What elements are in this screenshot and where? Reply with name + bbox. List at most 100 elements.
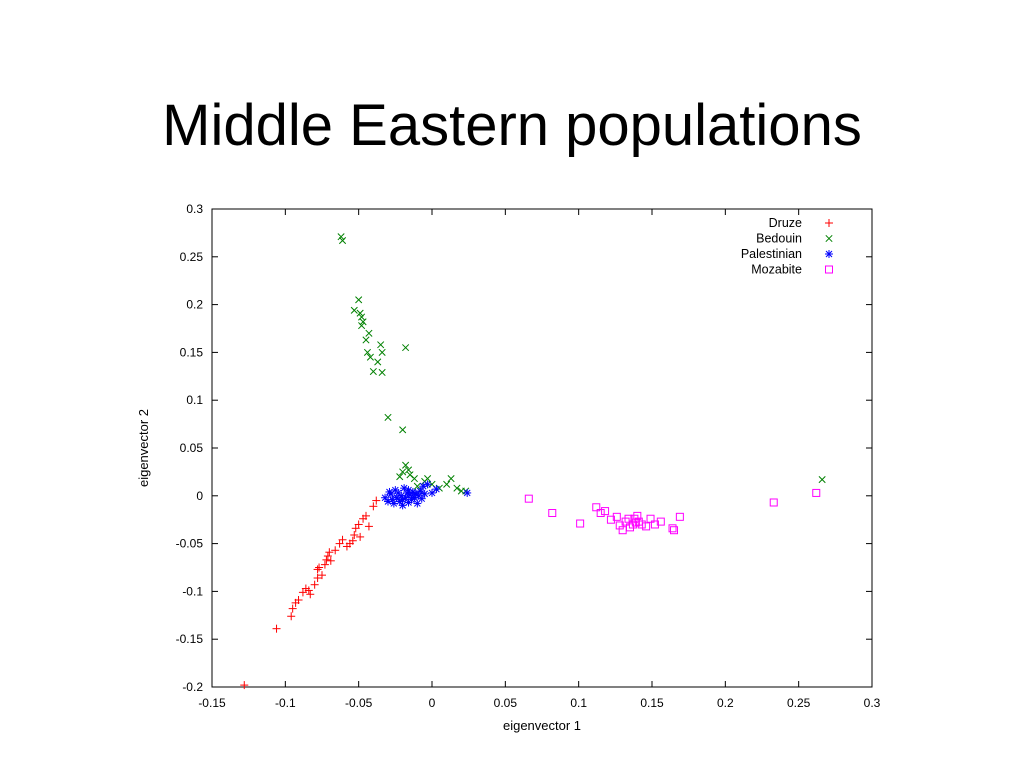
bedouin-point (413, 482, 421, 490)
x-tick-label: -0.1 (275, 696, 296, 710)
y-tick-label: 0.2 (186, 298, 203, 312)
bedouin-point (402, 461, 410, 469)
legend-label: Bedouin (756, 232, 802, 246)
mozabite-point (646, 514, 655, 523)
druze-point (310, 580, 319, 589)
y-tick-label: 0.25 (180, 250, 204, 264)
y-tick-label: 0.3 (186, 202, 203, 216)
druze-point (315, 563, 324, 572)
druze-point (304, 586, 313, 595)
mozabite-point (769, 498, 778, 507)
druze-point (372, 496, 381, 505)
bedouin-point (404, 466, 413, 474)
druze-point (326, 556, 335, 565)
druze-point (323, 552, 332, 561)
legend-label: Palestinian (741, 247, 802, 261)
series-druze (240, 496, 381, 690)
druze-point (356, 532, 365, 541)
mozabite-point (612, 512, 621, 521)
x-tick-label: 0.15 (640, 696, 664, 710)
y-tick-label: 0.15 (180, 345, 204, 359)
series-palestinian (381, 480, 472, 510)
bedouin-point (359, 318, 367, 326)
palestinian-point (423, 480, 432, 489)
druze-point (313, 565, 322, 574)
bedouin-point (443, 480, 451, 488)
bedouin-point (365, 329, 373, 337)
mozabite-point (812, 488, 821, 497)
legend-marker-palestinian (825, 250, 833, 258)
legend-marker-druze (825, 219, 833, 227)
legend-marker-mozabite (825, 265, 833, 274)
druze-point (362, 511, 370, 520)
mozabite-point (656, 517, 665, 526)
mozabite-point (606, 515, 615, 524)
druze-point (369, 502, 378, 511)
y-tick-label: -0.05 (176, 537, 204, 551)
druze-point (338, 535, 347, 544)
palestinian-point (416, 487, 425, 496)
mozabite-point (637, 520, 646, 529)
y-tick-label: 0.05 (180, 441, 204, 455)
y-tick-label: -0.1 (182, 584, 203, 598)
bedouin-point (410, 475, 418, 483)
palestinian-point (432, 485, 441, 494)
y-axis-label: eigenvector 2 (136, 409, 151, 487)
druze-point (306, 590, 315, 599)
druze-point (331, 546, 340, 555)
bedouin-point (377, 341, 385, 349)
palestinian-point (389, 499, 398, 508)
druze-point (318, 571, 326, 580)
bedouin-point (362, 336, 370, 344)
bedouin-point (402, 344, 410, 352)
druze-point (240, 681, 249, 690)
druze-point (364, 522, 373, 531)
druze-point (322, 555, 331, 564)
ticks: -0.15 -0.1 -0.05 0 0.05 0.1 0.15 0.2 0.25 0.3 -0.2… (176, 202, 881, 710)
mozabite-point (601, 507, 610, 516)
bedouin-point (424, 475, 432, 483)
palestinian-point (417, 494, 426, 503)
druze-point (320, 560, 329, 569)
x-tick-label: 0.1 (570, 696, 587, 710)
x-tick-label: -0.05 (345, 696, 373, 710)
series-mozabite (524, 488, 821, 535)
bedouin-point (374, 358, 382, 366)
x-tick-label: -0.15 (198, 696, 226, 710)
legend-label: Mozabite (751, 263, 802, 277)
mozabite-point (524, 494, 533, 503)
druze-point (313, 574, 322, 583)
mozabite-point (626, 523, 634, 532)
palestinian-point (420, 489, 429, 498)
y-tick-label: -0.2 (182, 680, 203, 694)
bedouin-point (358, 313, 366, 321)
y-tick-label: 0.1 (186, 393, 203, 407)
plot-frame (211, 208, 873, 688)
slide-title: Middle Eastern populations (162, 93, 862, 158)
bedouin-point (384, 413, 392, 421)
palestinian-point (428, 488, 436, 497)
bedouin-point (396, 473, 404, 481)
bedouin-point (453, 484, 461, 492)
palestinian-point (404, 486, 413, 495)
bedouin-point (378, 368, 386, 377)
mozabite-point (576, 519, 585, 528)
x-tick-label: 0.3 (864, 696, 881, 710)
druze-point (288, 604, 297, 613)
mozabite-point (634, 517, 643, 526)
mozabite-point (642, 522, 651, 531)
bedouin-point (350, 306, 358, 314)
mozabite-point (670, 526, 678, 535)
bedouin-point (447, 475, 455, 483)
bedouin-point (399, 426, 407, 434)
mozabite-point (668, 524, 677, 533)
bedouin-point (378, 348, 386, 356)
mozabite-point (618, 526, 627, 535)
bedouin-point (363, 348, 372, 356)
series-bedouin (337, 233, 826, 495)
y-tick-label: 0 (196, 489, 203, 503)
x-tick-label: 0 (429, 696, 436, 710)
x-tick-label: 0.25 (787, 696, 811, 710)
